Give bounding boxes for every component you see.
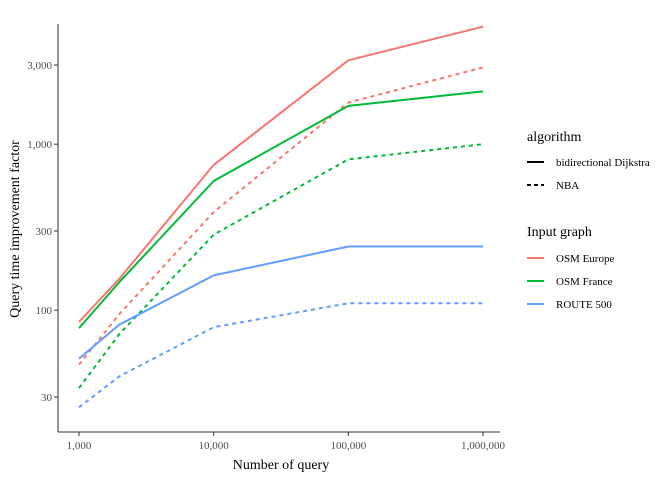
legend-title-algorithm: algorithm xyxy=(527,130,582,145)
y-tick-label: 3,000 xyxy=(27,60,52,72)
legend: algorithm bidirectional Dijkstra NBA Input … xyxy=(527,130,650,311)
axes-layer: 1,000 10,000 100,000 1,000,000 30 100 300 1,000… xyxy=(27,24,506,452)
y-tick-label: 30 xyxy=(41,392,53,404)
legend-label-solid: bidirectional Dijkstra xyxy=(556,157,650,169)
x-axis-title: Number of query xyxy=(233,458,329,473)
series-line-osm-france-nba xyxy=(78,143,484,389)
legend-label-osm-france: OSM France xyxy=(556,276,613,288)
series-layer xyxy=(78,25,484,409)
legend-title-input-graph: Input graph xyxy=(527,225,592,240)
series-line-route-500-nba xyxy=(78,302,483,409)
y-tick-label: 1,000 xyxy=(27,139,52,151)
y-axis-title: Query time improvement factor xyxy=(8,140,23,318)
series-line-osm-france-bidirectional-dijkstra xyxy=(78,90,484,329)
x-tick-label: 100,000 xyxy=(330,440,366,452)
x-tick-label: 1,000,000 xyxy=(461,440,506,452)
legend-label-dashed: NBA xyxy=(556,180,579,192)
series-line-osm-europe-bidirectional-dijkstra xyxy=(78,25,484,323)
series-line-osm-europe-nba xyxy=(78,66,484,366)
series-line-route-500-bidirectional-dijkstra xyxy=(78,245,483,360)
x-tick-label: 10,000 xyxy=(199,440,230,452)
legend-label-route-500: ROUTE 500 xyxy=(556,299,612,311)
y-tick-label: 300 xyxy=(36,226,53,238)
x-tick-label: 1,000 xyxy=(67,440,92,452)
y-tick-label: 100 xyxy=(36,305,53,317)
legend-label-osm-europe: OSM Europe xyxy=(556,253,614,265)
